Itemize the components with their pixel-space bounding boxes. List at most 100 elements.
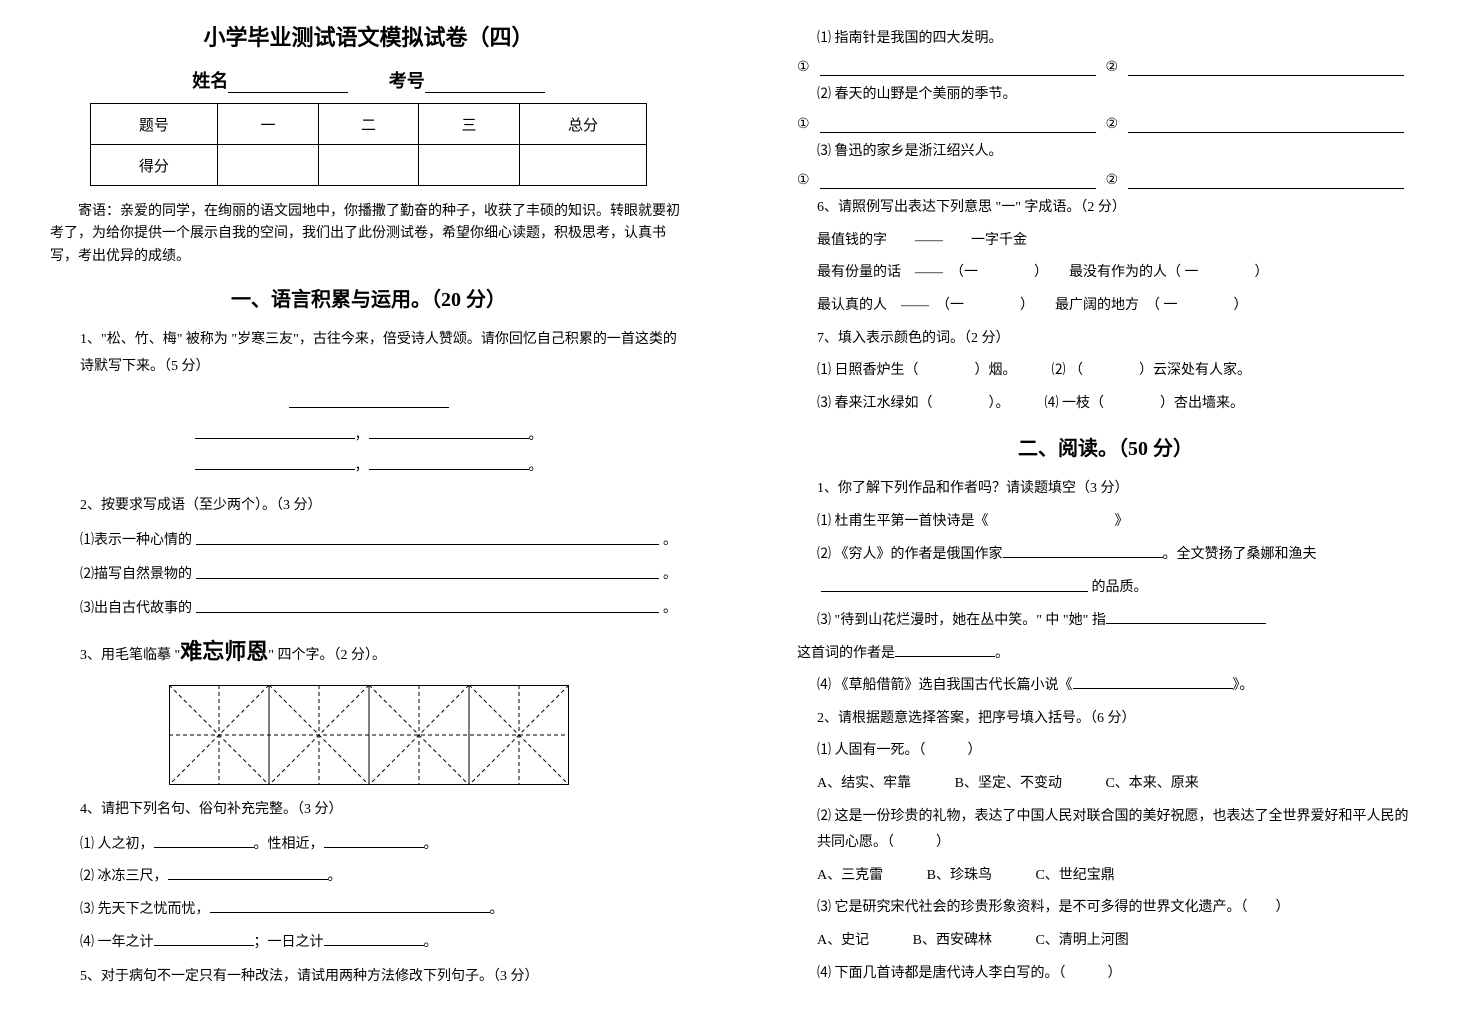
s2-q2-4: ⑷ 下面几首诗都是唐代诗人李白写的。（ ） xyxy=(817,961,1414,988)
name-label: 姓名 xyxy=(192,71,228,91)
s1-q2-stem: 2、按要求写成语（至少两个）。（3 分） xyxy=(80,493,677,520)
choice-a[interactable]: A、结实、牢靠 xyxy=(817,776,911,791)
s1-q4-3: ⑶ 先天下之忧而忧，。 xyxy=(80,897,677,924)
examno-blank[interactable] xyxy=(425,74,545,93)
q2-sub3-label: ⑶出自古代故事的 xyxy=(80,595,192,623)
score-cell[interactable] xyxy=(218,145,319,186)
s2-q1-2b: 的品质。 xyxy=(817,574,1414,602)
th-total: 总分 xyxy=(519,104,646,145)
choice-a[interactable]: A、史记 xyxy=(817,933,869,948)
circ-1: ① xyxy=(797,116,810,133)
name-blank[interactable] xyxy=(228,74,348,93)
s2-q2-1: ⑴ 人固有一死。（ ） xyxy=(817,738,1414,765)
s1-q4-2: ⑵ 冰冻三尺，。 xyxy=(80,864,677,891)
blank[interactable] xyxy=(196,595,659,613)
q3-suffix: " 四个字。（2 分）。 xyxy=(268,648,386,663)
blank[interactable] xyxy=(1128,171,1404,189)
score-cell[interactable] xyxy=(419,145,520,186)
blank[interactable] xyxy=(1106,609,1266,624)
blank[interactable] xyxy=(210,898,490,913)
circ-2: ② xyxy=(1106,116,1119,133)
left-column: 小学毕业测试语文模拟试卷（四） 姓名 考号 题号 一 二 三 总分 得分 寄语：… xyxy=(20,20,717,999)
s1-q7-r2: ⑶ 春来江水绿如（ ）。 ⑷ 一枝（ ）杏出墙来。 xyxy=(817,391,1414,418)
s2-q2-stem: 2、请根据题意选择答案，把序号填入括号。（6 分） xyxy=(817,706,1414,733)
td-defen: 得分 xyxy=(90,145,217,186)
s1-q5-3: ⑶ 鲁迅的家乡是浙江绍兴人。 xyxy=(817,139,1414,166)
tianzige-grid[interactable] xyxy=(169,685,569,785)
choice-c[interactable]: C、清明上河图 xyxy=(1035,933,1128,948)
blank[interactable] xyxy=(154,833,254,848)
blank[interactable] xyxy=(154,931,254,946)
blank[interactable] xyxy=(820,171,1096,189)
s1-q5-2: ⑵ 春天的山野是个美丽的季节。 xyxy=(817,82,1414,109)
score-cell[interactable] xyxy=(519,145,646,186)
s1-q2-s3: ⑶出自古代故事的。 xyxy=(80,595,677,623)
blank[interactable] xyxy=(1128,115,1404,133)
s1-q6-ex: 最值钱的字 —— 一字千金 xyxy=(817,228,1414,255)
q5-1-fix: ① ② xyxy=(797,59,1414,77)
blank[interactable] xyxy=(168,865,328,880)
blank[interactable] xyxy=(324,833,424,848)
section1-title: 一、语言积累与运用。（20 分） xyxy=(20,283,717,312)
blank[interactable] xyxy=(821,574,1088,592)
circ-1: ① xyxy=(797,172,810,189)
circ-2: ② xyxy=(1106,172,1119,189)
s2-q2-2a: ⑵ 这是一份珍贵的礼物，表达了中国人民对联合国的美好祝愿，也表达了全世界爱好和平… xyxy=(817,804,1414,857)
s1-q7-stem: 7、填入表示颜色的词。（2 分） xyxy=(817,326,1414,353)
blank[interactable] xyxy=(895,642,995,657)
s1-q6-r2: 最认真的人 —— （一 ） 最广阔的地方 （ 一 ） xyxy=(817,293,1414,320)
s1-q5-stem: 5、对于病句不一定只有一种改法，请试用两种方法修改下列句子。（3 分） xyxy=(80,964,677,991)
q3-chars: 难忘师恩 xyxy=(180,639,268,664)
name-examno-row: 姓名 考号 xyxy=(20,67,717,93)
score-cell[interactable] xyxy=(318,145,419,186)
th-tihao: 题号 xyxy=(90,104,217,145)
choice-a[interactable]: A、三克雷 xyxy=(817,868,883,883)
circ-2: ② xyxy=(1106,59,1119,76)
q2-sub1-label: ⑴表示一种心情的 xyxy=(80,527,192,555)
s1-q4-stem: 4、请把下列名句、俗句补充完整。（3 分） xyxy=(80,797,677,824)
blank[interactable] xyxy=(1128,59,1404,77)
score-table: 题号 一 二 三 总分 得分 xyxy=(90,103,648,186)
s2-q2-1-choices: A、结实、牢靠 B、坚定、不变动 C、本来、原来 xyxy=(817,771,1414,798)
s1-q2-s2: ⑵描写自然景物的。 xyxy=(80,561,677,589)
blank[interactable] xyxy=(820,59,1096,77)
q5-2-fix: ① ② xyxy=(797,115,1414,133)
s2-q1-stem: 1、你了解下列作品和作者吗？请读题填空（3 分） xyxy=(817,476,1414,503)
blank[interactable] xyxy=(196,527,659,545)
s1-q6-r1: 最有份量的话 —— （一 ） 最没有作为的人（ 一 ） xyxy=(817,260,1414,287)
s1-q3: 3、用毛笔临摹 "难忘师恩" 四个字。（2 分）。 xyxy=(80,631,677,673)
th-1: 一 xyxy=(218,104,319,145)
choice-c[interactable]: C、世纪宝鼎 xyxy=(1035,868,1114,883)
s1-q4-4: ⑷ 一年之计；一日之计。 xyxy=(80,930,677,957)
examno-label: 考号 xyxy=(389,71,425,91)
s2-q1-3b: 这首词的作者是。 xyxy=(797,641,1414,668)
s1-q6-stem: 6、请照例写出表达下列意思 "一" 字成语。（2 分） xyxy=(817,195,1414,222)
s2-q2-3-choices: A、史记 B、西安碑林 C、清明上河图 xyxy=(817,928,1414,955)
poem-blank-area[interactable]: ，。 ，。 xyxy=(80,390,657,482)
paper-title: 小学毕业测试语文模拟试卷（四） xyxy=(20,20,717,52)
blank[interactable] xyxy=(820,115,1096,133)
s1-q5-1: ⑴ 指南针是我国的四大发明。 xyxy=(817,26,1414,53)
q5-3-fix: ① ② xyxy=(797,171,1414,189)
s2-q1-1: ⑴ 杜甫生平第一首快诗是《 》 xyxy=(817,509,1414,536)
choice-b[interactable]: B、坚定、不变动 xyxy=(955,776,1062,791)
s2-q2-3: ⑶ 它是研究宋代社会的珍贵形象资料，是不可多得的世界文化遗产。（ ） xyxy=(817,895,1414,922)
s1-q7-r1: ⑴ 日照香炉生（ ）烟。 ⑵ （ ）云深处有人家。 xyxy=(817,358,1414,385)
choice-b[interactable]: B、西安碑林 xyxy=(913,933,992,948)
choice-b[interactable]: B、珍珠鸟 xyxy=(927,868,992,883)
s2-q1-3: ⑶ "待到山花烂漫时，她在丛中笑。" 中 "她" 指 xyxy=(817,608,1414,635)
s1-q2-s1: ⑴表示一种心情的。 xyxy=(80,527,677,555)
choice-c[interactable]: C、本来、原来 xyxy=(1105,776,1198,791)
section2-title: 二、阅读。（50 分） xyxy=(757,432,1454,461)
s2-q1-4: ⑷ 《草船借箭》选自我国古代长篇小说《》。 xyxy=(817,673,1414,700)
table-row: 得分 xyxy=(90,145,647,186)
blank[interactable] xyxy=(1003,543,1163,558)
th-2: 二 xyxy=(318,104,419,145)
table-row: 题号 一 二 三 总分 xyxy=(90,104,647,145)
blank[interactable] xyxy=(324,931,424,946)
s2-q1-2: ⑵ 《穷人》的作者是俄国作家。全文赞扬了桑娜和渔夫 xyxy=(817,542,1414,569)
q3-prefix: 3、用毛笔临摹 " xyxy=(80,648,180,663)
blank[interactable] xyxy=(1073,674,1233,689)
blank[interactable] xyxy=(196,561,659,579)
s1-q4-1: ⑴ 人之初，。性相近，。 xyxy=(80,832,677,859)
